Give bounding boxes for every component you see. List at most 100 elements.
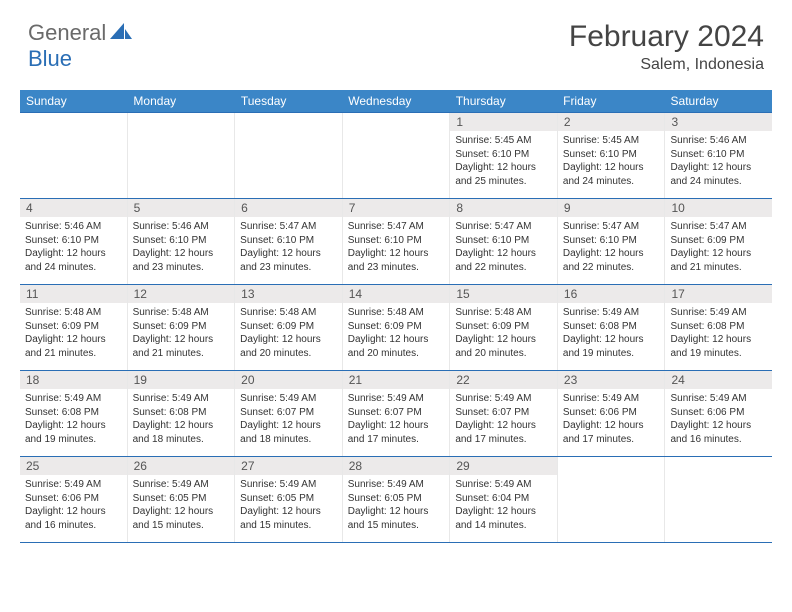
day-cell: 20Sunrise: 5:49 AMSunset: 6:07 PMDayligh… bbox=[235, 371, 343, 456]
day-content: Sunrise: 5:49 AMSunset: 6:08 PMDaylight:… bbox=[558, 303, 665, 365]
day-content: Sunrise: 5:49 AMSunset: 6:06 PMDaylight:… bbox=[665, 389, 772, 451]
day-content: Sunrise: 5:46 AMSunset: 6:10 PMDaylight:… bbox=[20, 217, 127, 279]
day-sunset: Sunset: 6:10 PM bbox=[25, 234, 122, 248]
day-cell: 29Sunrise: 5:49 AMSunset: 6:04 PMDayligh… bbox=[450, 457, 558, 542]
day-content: Sunrise: 5:48 AMSunset: 6:09 PMDaylight:… bbox=[20, 303, 127, 365]
day-sunrise: Sunrise: 5:49 AM bbox=[348, 478, 445, 492]
day-daylight2: and 17 minutes. bbox=[348, 433, 445, 447]
day-daylight2: and 14 minutes. bbox=[455, 519, 552, 533]
day-daylight2: and 21 minutes. bbox=[25, 347, 122, 361]
day-number: 29 bbox=[450, 457, 557, 475]
day-cell: 2Sunrise: 5:45 AMSunset: 6:10 PMDaylight… bbox=[558, 113, 666, 198]
day-cell bbox=[343, 113, 451, 198]
day-number: 22 bbox=[450, 371, 557, 389]
day-sunset: Sunset: 6:09 PM bbox=[240, 320, 337, 334]
week-row: 25Sunrise: 5:49 AMSunset: 6:06 PMDayligh… bbox=[20, 456, 772, 542]
day-number: 28 bbox=[343, 457, 450, 475]
day-daylight1: Daylight: 12 hours bbox=[240, 333, 337, 347]
day-cell: 23Sunrise: 5:49 AMSunset: 6:06 PMDayligh… bbox=[558, 371, 666, 456]
week-row: 18Sunrise: 5:49 AMSunset: 6:08 PMDayligh… bbox=[20, 370, 772, 456]
day-daylight1: Daylight: 12 hours bbox=[133, 333, 230, 347]
day-content: Sunrise: 5:48 AMSunset: 6:09 PMDaylight:… bbox=[450, 303, 557, 365]
day-content: Sunrise: 5:48 AMSunset: 6:09 PMDaylight:… bbox=[235, 303, 342, 365]
day-sunset: Sunset: 6:06 PM bbox=[670, 406, 767, 420]
day-sunrise: Sunrise: 5:49 AM bbox=[133, 392, 230, 406]
day-daylight1: Daylight: 12 hours bbox=[563, 247, 660, 261]
day-daylight1: Daylight: 12 hours bbox=[240, 419, 337, 433]
week-row: 11Sunrise: 5:48 AMSunset: 6:09 PMDayligh… bbox=[20, 284, 772, 370]
day-content: Sunrise: 5:49 AMSunset: 6:08 PMDaylight:… bbox=[128, 389, 235, 451]
day-content: Sunrise: 5:47 AMSunset: 6:10 PMDaylight:… bbox=[343, 217, 450, 279]
day-daylight2: and 23 minutes. bbox=[133, 261, 230, 275]
day-cell: 19Sunrise: 5:49 AMSunset: 6:08 PMDayligh… bbox=[128, 371, 236, 456]
day-sunrise: Sunrise: 5:45 AM bbox=[455, 134, 552, 148]
day-content: Sunrise: 5:49 AMSunset: 6:08 PMDaylight:… bbox=[665, 303, 772, 365]
weekday-header: Friday bbox=[557, 90, 664, 112]
day-sunset: Sunset: 6:09 PM bbox=[670, 234, 767, 248]
day-daylight2: and 17 minutes. bbox=[455, 433, 552, 447]
day-content: Sunrise: 5:49 AMSunset: 6:06 PMDaylight:… bbox=[558, 389, 665, 451]
day-number: 3 bbox=[665, 113, 772, 131]
day-sunset: Sunset: 6:10 PM bbox=[563, 234, 660, 248]
weekday-header: Thursday bbox=[450, 90, 557, 112]
day-number: 26 bbox=[128, 457, 235, 475]
day-daylight1: Daylight: 12 hours bbox=[133, 247, 230, 261]
day-daylight1: Daylight: 12 hours bbox=[348, 333, 445, 347]
day-number: 4 bbox=[20, 199, 127, 217]
day-cell bbox=[20, 113, 128, 198]
weekday-header: Monday bbox=[127, 90, 234, 112]
day-daylight2: and 24 minutes. bbox=[670, 175, 767, 189]
day-daylight1: Daylight: 12 hours bbox=[455, 247, 552, 261]
day-number: 8 bbox=[450, 199, 557, 217]
logo-sail-icon bbox=[110, 21, 134, 46]
logo-text-blue: Blue bbox=[28, 46, 72, 71]
day-cell: 26Sunrise: 5:49 AMSunset: 6:05 PMDayligh… bbox=[128, 457, 236, 542]
day-cell: 28Sunrise: 5:49 AMSunset: 6:05 PMDayligh… bbox=[343, 457, 451, 542]
day-daylight2: and 21 minutes. bbox=[670, 261, 767, 275]
day-cell bbox=[558, 457, 666, 542]
day-content: Sunrise: 5:47 AMSunset: 6:09 PMDaylight:… bbox=[665, 217, 772, 279]
day-daylight2: and 19 minutes. bbox=[670, 347, 767, 361]
day-number: 9 bbox=[558, 199, 665, 217]
day-daylight1: Daylight: 12 hours bbox=[563, 419, 660, 433]
day-daylight2: and 18 minutes. bbox=[133, 433, 230, 447]
day-daylight1: Daylight: 12 hours bbox=[563, 333, 660, 347]
title-block: February 2024 Salem, Indonesia bbox=[569, 20, 764, 74]
day-content: Sunrise: 5:49 AMSunset: 6:05 PMDaylight:… bbox=[235, 475, 342, 537]
week-row: 1Sunrise: 5:45 AMSunset: 6:10 PMDaylight… bbox=[20, 112, 772, 198]
day-sunset: Sunset: 6:10 PM bbox=[455, 148, 552, 162]
day-daylight1: Daylight: 12 hours bbox=[133, 505, 230, 519]
day-daylight2: and 16 minutes. bbox=[25, 519, 122, 533]
day-sunset: Sunset: 6:10 PM bbox=[563, 148, 660, 162]
day-content: Sunrise: 5:49 AMSunset: 6:04 PMDaylight:… bbox=[450, 475, 557, 537]
day-cell: 3Sunrise: 5:46 AMSunset: 6:10 PMDaylight… bbox=[665, 113, 772, 198]
day-daylight1: Daylight: 12 hours bbox=[348, 247, 445, 261]
day-content: Sunrise: 5:49 AMSunset: 6:06 PMDaylight:… bbox=[20, 475, 127, 537]
day-sunset: Sunset: 6:08 PM bbox=[25, 406, 122, 420]
day-sunset: Sunset: 6:10 PM bbox=[455, 234, 552, 248]
day-sunset: Sunset: 6:10 PM bbox=[670, 148, 767, 162]
day-daylight1: Daylight: 12 hours bbox=[240, 505, 337, 519]
day-sunset: Sunset: 6:08 PM bbox=[563, 320, 660, 334]
day-content: Sunrise: 5:46 AMSunset: 6:10 PMDaylight:… bbox=[665, 131, 772, 193]
day-content: Sunrise: 5:47 AMSunset: 6:10 PMDaylight:… bbox=[558, 217, 665, 279]
day-sunrise: Sunrise: 5:49 AM bbox=[670, 392, 767, 406]
day-daylight2: and 21 minutes. bbox=[133, 347, 230, 361]
day-sunset: Sunset: 6:10 PM bbox=[133, 234, 230, 248]
weekday-header-row: Sunday Monday Tuesday Wednesday Thursday… bbox=[20, 90, 772, 112]
day-sunset: Sunset: 6:09 PM bbox=[133, 320, 230, 334]
day-daylight1: Daylight: 12 hours bbox=[455, 419, 552, 433]
day-daylight1: Daylight: 12 hours bbox=[563, 161, 660, 175]
day-sunrise: Sunrise: 5:46 AM bbox=[670, 134, 767, 148]
day-daylight2: and 23 minutes. bbox=[348, 261, 445, 275]
day-number: 27 bbox=[235, 457, 342, 475]
day-number: 5 bbox=[128, 199, 235, 217]
day-daylight1: Daylight: 12 hours bbox=[348, 505, 445, 519]
day-daylight2: and 15 minutes. bbox=[240, 519, 337, 533]
day-sunset: Sunset: 6:06 PM bbox=[25, 492, 122, 506]
day-sunrise: Sunrise: 5:49 AM bbox=[348, 392, 445, 406]
weekday-header: Wednesday bbox=[342, 90, 449, 112]
day-daylight1: Daylight: 12 hours bbox=[670, 161, 767, 175]
day-cell: 27Sunrise: 5:49 AMSunset: 6:05 PMDayligh… bbox=[235, 457, 343, 542]
day-sunrise: Sunrise: 5:49 AM bbox=[25, 478, 122, 492]
